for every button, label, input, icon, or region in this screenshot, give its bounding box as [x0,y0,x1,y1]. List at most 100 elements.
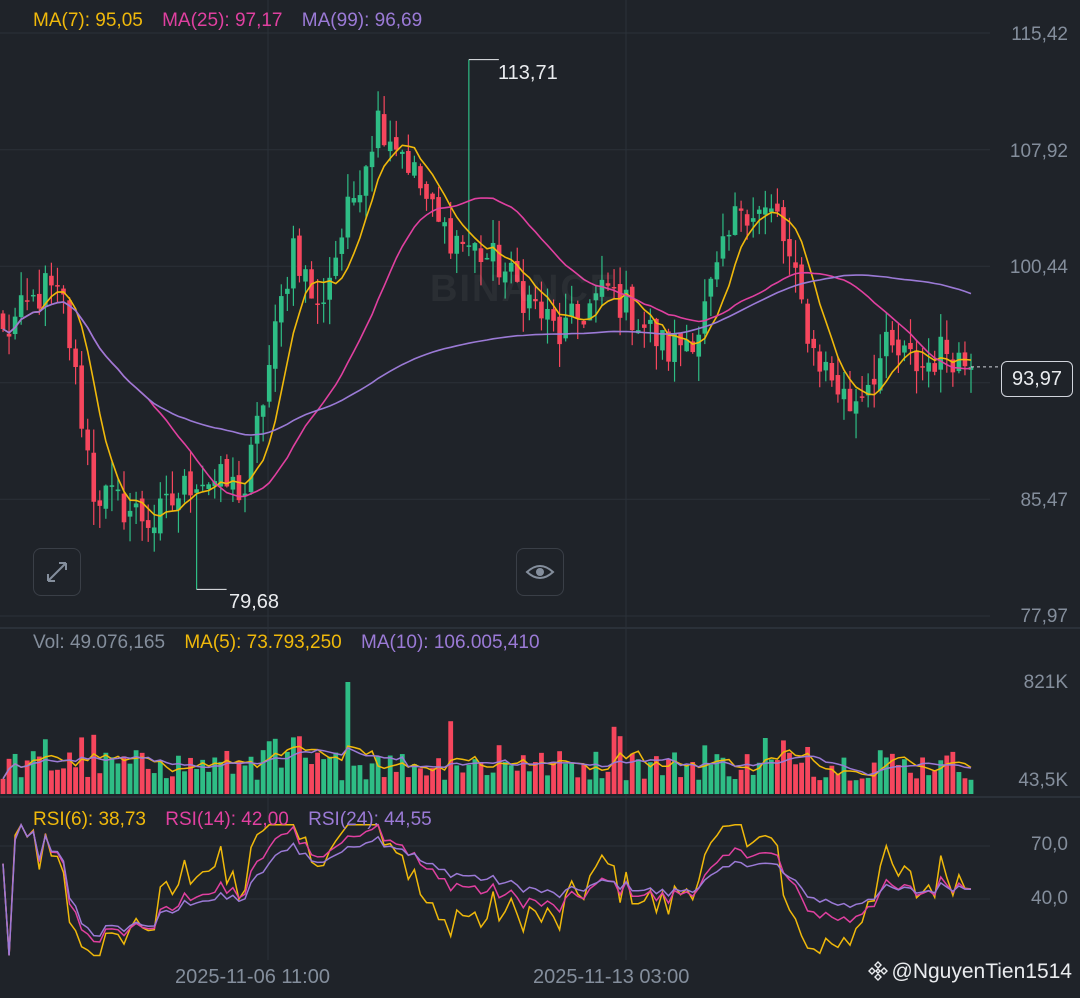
volume-bar [575,777,581,794]
rsi6-line [2,823,972,957]
candle-body [73,348,78,368]
candle-body [321,302,326,304]
candle-body [744,214,750,226]
volume-bar [109,757,115,794]
candle-body [920,366,925,368]
candle-body [750,218,756,222]
candle-body [859,396,865,398]
candle-body [902,345,907,353]
candle-body [514,261,520,282]
candle-body [950,359,956,373]
volume-bar [418,768,423,794]
volume-bar [490,772,496,794]
candle-body [43,273,48,306]
volume-bar [545,775,550,794]
volume-bar [254,779,260,794]
binance-logo-icon [867,961,888,981]
candle-body [781,207,786,242]
time-label-1: 2025-11-06 11:00 [175,966,330,988]
volume-bar [617,736,623,794]
volume-bar [714,754,720,794]
candle-body [508,262,514,272]
candle-body [115,489,121,492]
candle-body [55,285,60,287]
candle-body [182,475,187,495]
volume-bar [902,759,907,794]
volume-bar [405,777,411,794]
volume-bar [454,765,460,794]
candle-body [145,520,151,528]
volume-bar [0,778,6,794]
candle-body [702,301,708,334]
candle-body [696,334,702,357]
candle-body [496,244,502,278]
volume-bar [853,780,859,794]
candle-body [908,342,913,350]
candle-body [787,239,792,257]
volume-bar [97,773,103,794]
volume-bar [484,775,490,794]
volume-bar [315,752,320,794]
volume-bar [157,761,163,794]
candle-body [938,336,944,370]
candle-body [412,162,417,176]
candle-body [133,503,139,508]
candle-body [406,150,411,173]
candle-body [333,257,339,276]
candle-body [775,203,780,212]
volume-bar [460,772,466,794]
volume-bar [30,751,36,794]
candle-body [527,294,532,309]
candle-body [738,208,744,211]
vol-legend: Vol: 49.076,165 [33,632,166,653]
candle-body [375,110,381,149]
price-label-3: 100,44 [1009,257,1068,278]
volume-bar [91,734,97,794]
volume-bar [690,762,696,794]
candle-body [460,241,466,244]
volume-bar [551,761,556,794]
candle-body [339,237,345,254]
volume-bar [502,761,508,794]
candle-body [230,476,236,490]
binance-watermark: BINANCE [430,268,618,310]
candle-body [454,235,460,254]
volume-bar [163,778,169,794]
candle-body [563,317,568,339]
volume-bar [357,765,363,794]
volume-bar [726,776,732,794]
candle-body [629,286,635,331]
volume-ma10-line [2,746,972,780]
volume-bar [526,771,532,794]
volume-bar [85,776,91,794]
candle-body [539,301,544,319]
volume-bar [593,751,599,794]
volume-bar [762,738,768,794]
candle-body [285,288,290,294]
candle-body [732,206,738,235]
candle-body [206,484,211,490]
volume-bar [533,762,538,794]
volume-bar [42,739,48,794]
candle-body [890,329,895,346]
candle-body [18,295,24,317]
candle-body [484,257,490,260]
volume-bar [436,758,441,794]
volume-bar [563,763,569,794]
candle-body [956,352,962,372]
volume-bar [284,751,290,794]
volume-bar [24,760,30,794]
expand-button[interactable] [33,548,81,596]
visibility-toggle-button[interactable] [516,548,564,596]
candle-body [393,137,399,150]
candle-body [847,388,853,412]
volume-bar [272,738,278,794]
volume-bar [605,771,611,794]
volume-bar [756,762,762,794]
volume-bar [369,763,375,794]
volume-bar [103,752,109,794]
ma25-legend: MA(25): 97,17 [162,10,283,31]
volume-bar [720,757,726,794]
low-price-label: 79,68 [229,591,280,613]
